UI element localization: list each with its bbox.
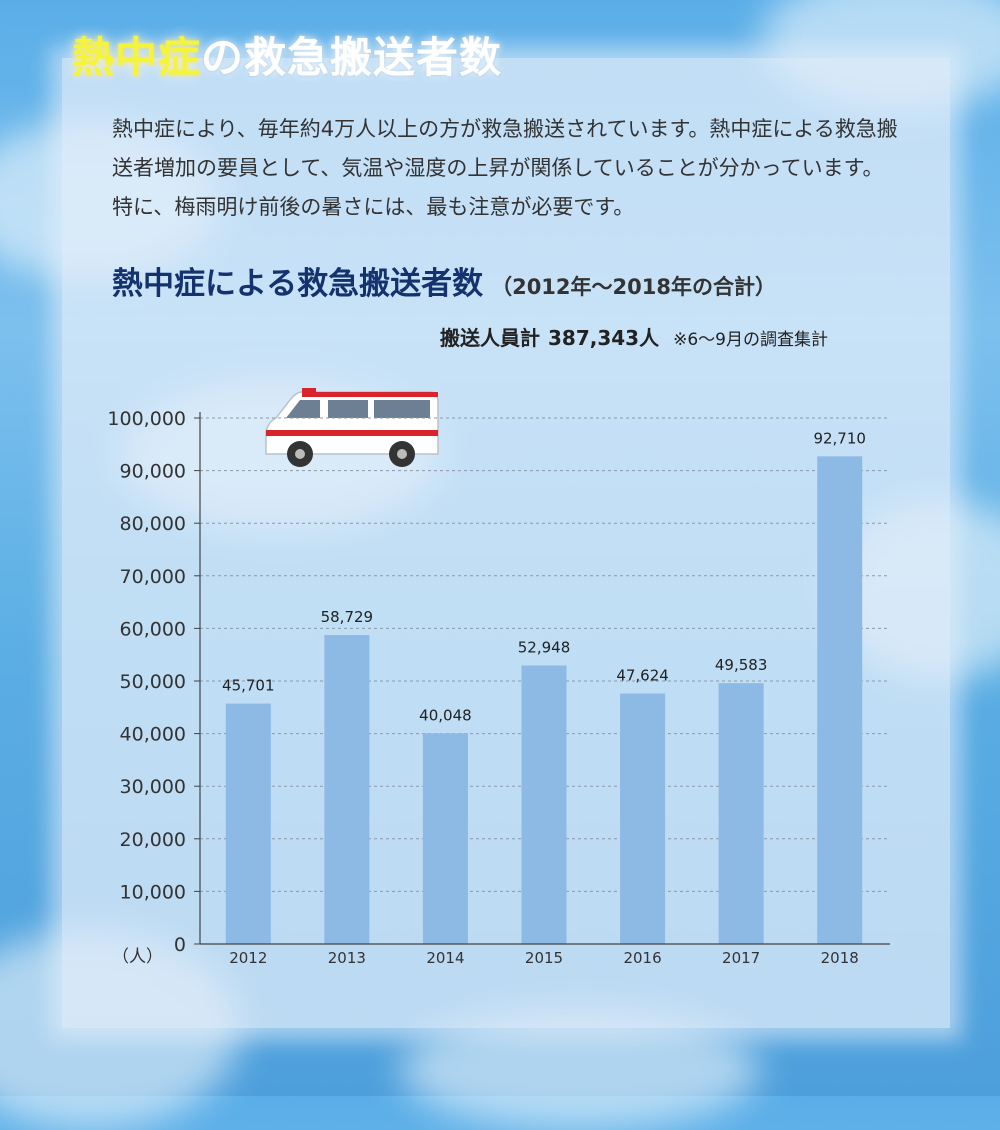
chart-heading-main: 熱中症による救急搬送者数 [112, 266, 484, 302]
title-rest: の救急搬送者数 [201, 33, 503, 82]
data-label: 45,701 [222, 677, 275, 695]
x-tick-label: 2018 [821, 949, 859, 967]
bar-2016 [620, 693, 666, 944]
ambulance-icon [265, 388, 439, 467]
bar-2018 [817, 456, 863, 944]
bar-2014 [422, 733, 468, 944]
y-tick-label: 30,000 [120, 776, 186, 798]
total-summary: 搬送人員計 387,343人 ※6〜9月の調査集計 [440, 322, 828, 351]
bar-2013 [324, 635, 370, 944]
chart-heading-period: （2012年〜2018年の合計） [491, 275, 776, 299]
x-tick-label: 2015 [525, 949, 563, 967]
total-value: 387,343人 [548, 326, 660, 350]
data-label: 49,583 [715, 656, 768, 674]
total-label: 搬送人員計 [440, 326, 540, 350]
intro-text: 熱中症により、毎年約4万人以上の方が救急搬送されています。熱中症による救急搬送者… [112, 117, 898, 219]
x-tick-label: 2014 [426, 949, 464, 967]
bar-chart: 45,701 58,729 40,048 52,948 47,624 49,583 92,7… [107, 388, 890, 967]
survey-note: ※6〜9月の調査集計 [673, 330, 828, 350]
data-label: 52,948 [518, 638, 571, 656]
y-tick-label: 100,000 [107, 408, 186, 430]
chart-heading: 熱中症による救急搬送者数 （2012年〜2018年の合計） [112, 258, 776, 303]
content-panel [62, 58, 950, 1028]
page-title: 熱中症の救急搬送者数 [72, 24, 502, 85]
title-highlight: 熱中症 [72, 33, 202, 82]
x-tick-label: 2016 [623, 949, 661, 967]
y-tick-label: 20,000 [120, 829, 186, 851]
bar-2017 [718, 683, 764, 944]
y-tick-label: 10,000 [120, 881, 186, 903]
y-axis-unit: （人） [112, 947, 163, 967]
y-tick-label: 60,000 [120, 618, 186, 640]
y-tick-label: 90,000 [120, 461, 186, 483]
y-tick-label: 0 [174, 934, 186, 956]
bar-2012 [225, 703, 271, 944]
data-label: 47,624 [616, 666, 669, 684]
data-label: 40,048 [419, 706, 472, 724]
x-tick-label: 2017 [722, 949, 760, 967]
x-tick-label: 2012 [229, 949, 267, 967]
data-label: 92,710 [813, 429, 866, 447]
y-tick-label: 80,000 [120, 513, 186, 535]
bar-2015 [521, 665, 567, 944]
data-label: 58,729 [321, 608, 374, 626]
y-tick-label: 40,000 [120, 724, 186, 746]
x-tick-label: 2013 [328, 949, 366, 967]
y-tick-label: 70,000 [120, 566, 186, 588]
y-tick-label: 50,000 [120, 671, 186, 693]
